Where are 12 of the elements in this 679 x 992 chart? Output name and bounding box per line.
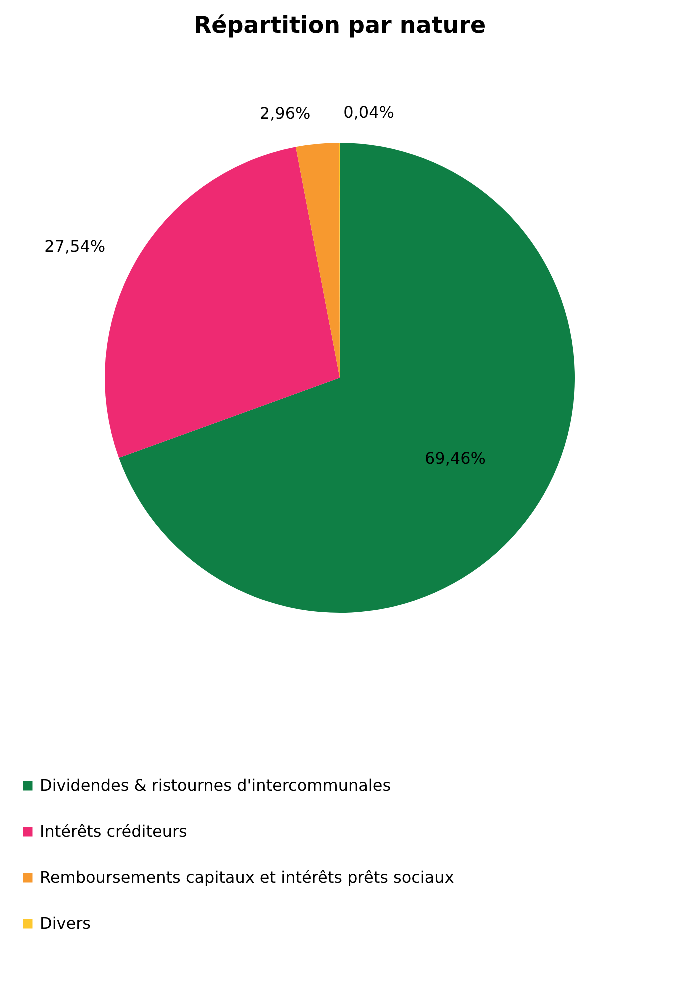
legend-label: Remboursements capitaux et intérêts prêts sociaux [40,868,454,887]
pie-slice [105,147,340,458]
data-label: 27,54% [44,236,106,256]
pie-slice [119,143,575,613]
legend-label: Intérêts créditeurs [40,822,188,841]
data-label: 0,04% [344,103,394,122]
pie-slice [296,143,340,378]
legend-label: Divers [40,914,91,933]
chart-title: Répartition par nature [194,13,486,39]
data-label: 69,46% [424,448,486,468]
data-label: 2,96% [260,104,311,124]
legend-label: Dividendes & ristournes d'intercommunales [40,776,392,795]
